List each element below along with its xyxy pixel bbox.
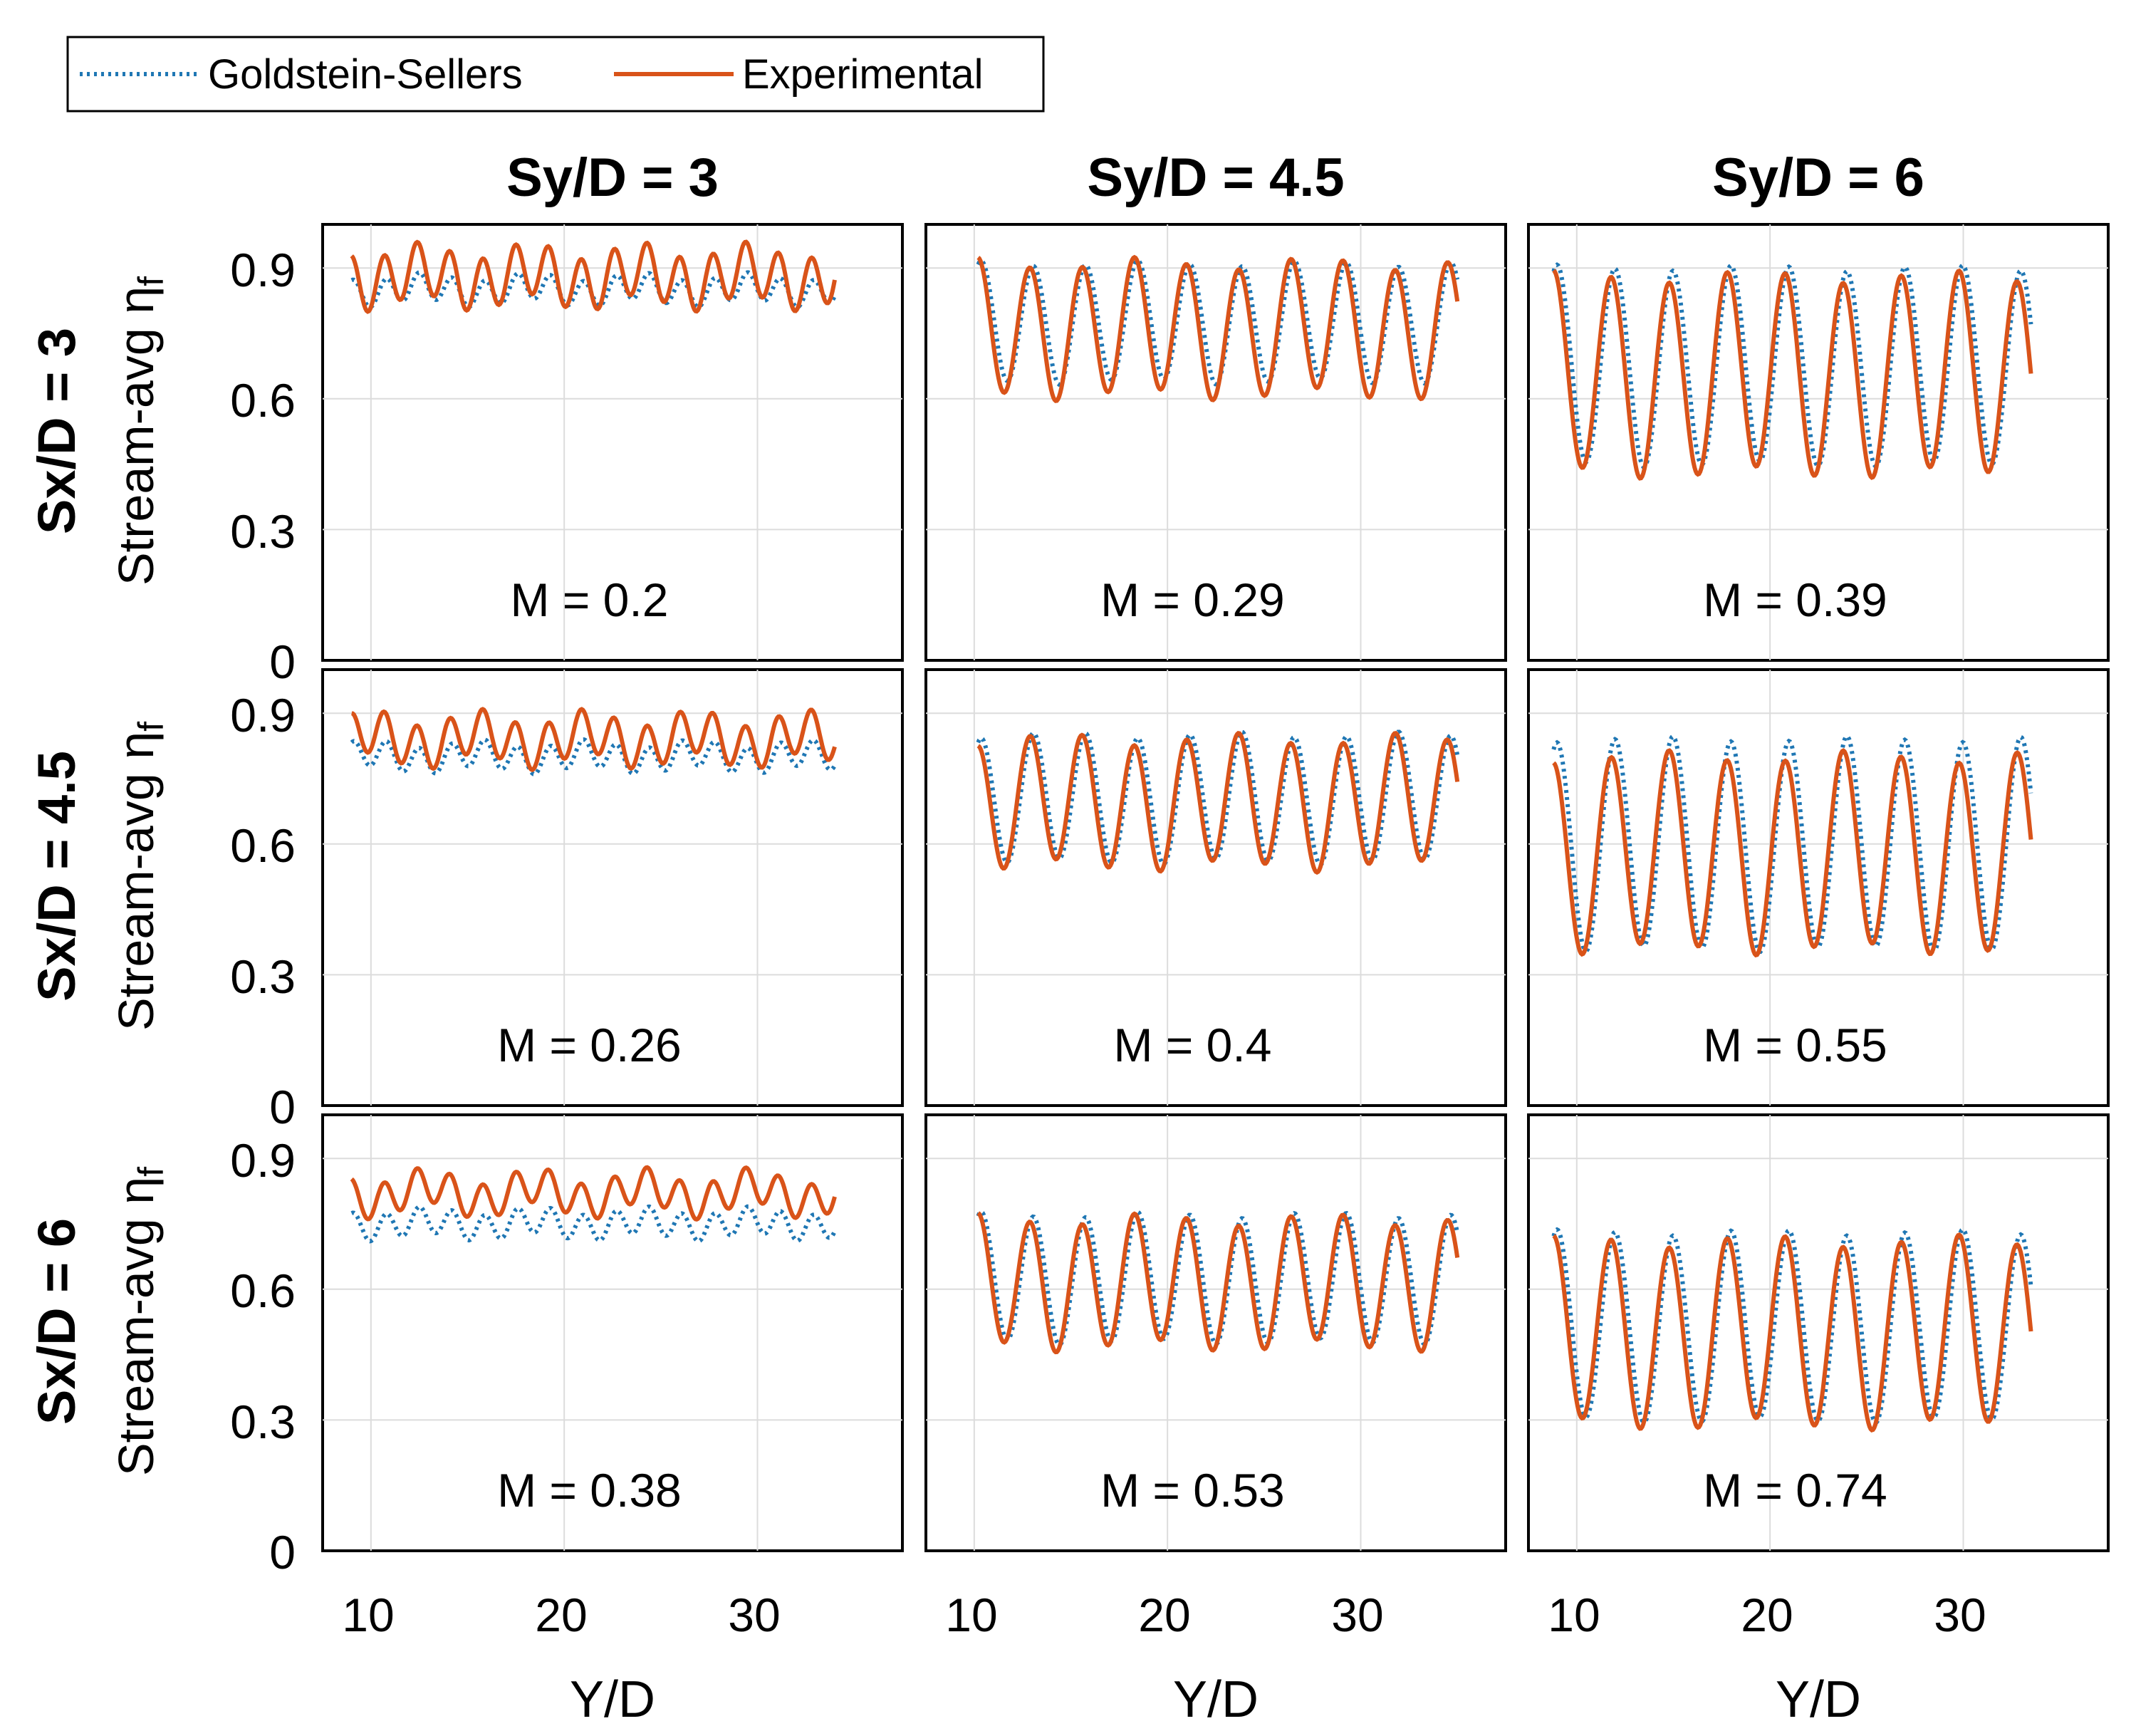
x-ticks-col-2: 10 20 30 [945, 1589, 1383, 1641]
row-label-1: Sx/D = 3 [27, 328, 86, 534]
row-label-3: Sx/D = 6 [27, 1218, 86, 1425]
x-ticks-col-3: 10 20 30 [1548, 1589, 1986, 1641]
legend-box [66, 36, 1045, 113]
legend: Goldstein-Sellers Experimental [66, 36, 1045, 113]
x-axis-label-1: Y/D [570, 1671, 655, 1728]
column-title-3: Sy/D = 6 [1712, 147, 1924, 208]
mass-flux-label: M = 0.39 [1703, 573, 1887, 626]
mass-flux-label: M = 0.26 [497, 1019, 682, 1071]
series-experimental-line [1552, 269, 2033, 481]
panel-r1-c2: M = 0.29 [924, 223, 1507, 662]
panel-frame [1527, 1113, 2110, 1552]
y-tick-label: 0.9 [230, 244, 296, 296]
x-tick-label: 30 [728, 1589, 780, 1641]
series-goldstein-sellers-line [1551, 1227, 2033, 1425]
x-tick-label: 20 [1741, 1589, 1793, 1641]
panels: M = 0.2 M = 0.29 M = 0.39 M = 0.26 M = 0.4 M … [321, 223, 2110, 1552]
series-experimental-line [976, 254, 1460, 403]
series-goldstein-sellers-line [1551, 262, 2033, 469]
series-experimental-line [1552, 1232, 2033, 1433]
series-experimental-line [976, 1211, 1460, 1355]
panel-frame [321, 668, 904, 1107]
series-experimental-line [350, 1165, 837, 1222]
series-goldstein-sellers-line [350, 1204, 837, 1244]
series-experimental-line [976, 730, 1460, 875]
x-tick-label: 30 [1331, 1589, 1383, 1641]
y-tick-label: 0.3 [230, 1395, 296, 1448]
series-goldstein-sellers-line [1551, 733, 2033, 955]
x-tick-label: 10 [1548, 1589, 1600, 1641]
panel-r1-c3: M = 0.39 [1527, 223, 2110, 662]
y-tick-label: 0.6 [230, 1264, 296, 1317]
x-axis-label-2: Y/D [1173, 1671, 1259, 1728]
x-axis-label-3: Y/D [1776, 1671, 1861, 1728]
mass-flux-label: M = 0.2 [510, 573, 668, 626]
panel-r3-c1: M = 0.38 [321, 1113, 904, 1552]
row-label-2: Sx/D = 4.5 [27, 751, 86, 1002]
y-axis-label-3: Stream-avg ηf [108, 1167, 171, 1476]
mass-flux-label: M = 0.38 [497, 1464, 682, 1517]
y-tick-label: 0.3 [230, 950, 296, 1003]
y-tick-label: 0.9 [230, 689, 296, 742]
mass-flux-label: M = 0.74 [1703, 1464, 1887, 1517]
panel-r2-c1: M = 0.26 [321, 668, 904, 1107]
panel-r2-c2: M = 0.4 [924, 668, 1507, 1107]
series-goldstein-sellers-line [976, 729, 1460, 868]
y-tick-label: 0.6 [230, 819, 296, 872]
panel-frame [321, 223, 904, 662]
x-tick-label: 20 [1138, 1589, 1190, 1641]
panel-frame [1527, 668, 2110, 1107]
legend-label-experimental: Experimental [742, 51, 983, 98]
x-ticks-col-1: 10 20 30 [342, 1589, 780, 1641]
x-tick-label: 30 [1934, 1589, 1986, 1641]
y-tick-label: 0.3 [230, 505, 296, 558]
panel-r3-c2: M = 0.53 [924, 1113, 1507, 1552]
mass-flux-label: M = 0.53 [1100, 1464, 1285, 1517]
y-tick-label: 0.6 [230, 374, 296, 427]
x-tick-label: 10 [342, 1589, 394, 1641]
series-experimental-line [350, 239, 837, 314]
y-tick-label: 0.9 [230, 1134, 296, 1187]
x-tick-label: 20 [535, 1589, 587, 1641]
panel-r3-c3: M = 0.74 [1527, 1113, 2110, 1552]
legend-label-goldstein-sellers: Goldstein-Sellers [208, 51, 523, 98]
y-tick-label: 0 [269, 1081, 296, 1133]
panel-frame [924, 1113, 1507, 1552]
mass-flux-label: M = 0.55 [1703, 1019, 1887, 1071]
mass-flux-label: M = 0.4 [1113, 1019, 1271, 1071]
panel-r2-c3: M = 0.55 [1527, 668, 2110, 1107]
series-experimental-line [351, 707, 837, 773]
y-ticks-row-3: 0 0.3 0.6 0.9 [230, 1134, 296, 1579]
y-tick-label: 0 [269, 635, 296, 688]
panel-frame [321, 1113, 904, 1552]
y-axis-label-1: Stream-avg ηf [108, 276, 171, 586]
panel-frame [924, 668, 1507, 1107]
column-title-1: Sy/D = 3 [506, 147, 719, 208]
series-experimental-line [1552, 748, 2033, 958]
y-ticks-row-2: 0 0.3 0.6 0.9 [230, 689, 296, 1133]
y-tick-label: 0 [269, 1526, 296, 1579]
mass-flux-label: M = 0.29 [1100, 573, 1285, 626]
panel-r1-c1: M = 0.2 [321, 223, 904, 662]
x-tick-label: 10 [945, 1589, 997, 1641]
column-title-2: Sy/D = 4.5 [1087, 147, 1344, 208]
y-axis-label-2: Stream-avg ηf [108, 722, 171, 1031]
y-ticks-row-1: 0 0.3 0.6 0.9 [230, 244, 296, 688]
